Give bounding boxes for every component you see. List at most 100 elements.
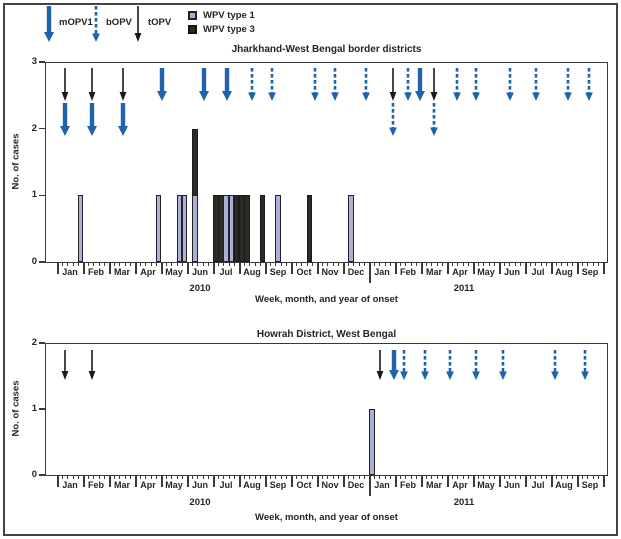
week-tick bbox=[488, 475, 490, 479]
week-tick bbox=[270, 475, 272, 479]
bopv-arrow-icon bbox=[532, 68, 540, 101]
month-divider-tick bbox=[421, 475, 423, 487]
week-tick bbox=[72, 475, 74, 479]
week-tick bbox=[270, 262, 272, 266]
week-tick bbox=[98, 475, 100, 479]
week-tick bbox=[197, 262, 199, 266]
y-axis-tick bbox=[39, 342, 45, 344]
week-tick bbox=[280, 262, 282, 266]
topv-arrow-icon bbox=[376, 350, 384, 380]
y-axis-tick-label: 0 bbox=[31, 256, 37, 267]
panel1-x-axis-title: Week, month, and year of onset bbox=[255, 294, 398, 305]
week-tick bbox=[93, 262, 95, 266]
week-tick bbox=[98, 262, 100, 266]
week-tick bbox=[431, 262, 433, 266]
week-tick bbox=[519, 475, 521, 479]
bopv-arrow-icon bbox=[404, 68, 412, 101]
y-axis-tick bbox=[39, 194, 45, 197]
week-tick bbox=[301, 262, 303, 266]
month-tick-label: Feb bbox=[399, 479, 416, 490]
mopv1-arrow-icon bbox=[60, 103, 70, 136]
week-tick bbox=[519, 262, 521, 266]
week-tick bbox=[509, 262, 511, 266]
week-tick bbox=[545, 475, 547, 479]
month-divider-tick bbox=[395, 475, 397, 487]
week-tick bbox=[514, 475, 516, 479]
panel1-plot-area bbox=[45, 62, 608, 263]
mopv1-arrow-icon bbox=[157, 68, 167, 101]
week-tick bbox=[77, 475, 79, 479]
week-tick bbox=[493, 475, 495, 479]
week-tick bbox=[405, 475, 407, 479]
month-divider-tick bbox=[291, 262, 293, 274]
week-tick bbox=[254, 475, 256, 479]
month-divider-tick bbox=[213, 475, 215, 487]
topv-campaign-arrow bbox=[427, 68, 441, 101]
month-tick-label: Apr bbox=[140, 266, 156, 277]
week-tick bbox=[363, 262, 365, 266]
week-tick bbox=[337, 475, 339, 479]
week-tick bbox=[218, 262, 220, 266]
week-tick bbox=[176, 262, 178, 266]
bopv-campaign-arrow bbox=[496, 350, 510, 380]
month-tick-label: Mar bbox=[425, 266, 442, 277]
week-tick bbox=[556, 262, 558, 266]
month-divider-tick bbox=[343, 262, 345, 274]
week-tick bbox=[561, 475, 563, 479]
week-tick bbox=[467, 262, 469, 266]
week-tick bbox=[374, 262, 376, 266]
month-tick-label: Jun bbox=[503, 266, 520, 277]
week-tick bbox=[457, 262, 459, 266]
month-divider-tick bbox=[577, 262, 579, 274]
mopv1-arrow-icon bbox=[415, 68, 425, 101]
week-tick bbox=[363, 475, 365, 479]
week-tick bbox=[457, 475, 459, 479]
month-divider-tick bbox=[551, 475, 553, 487]
bopv-arrow-icon bbox=[389, 103, 397, 136]
week-tick bbox=[535, 475, 537, 479]
mopv1-arrow-icon bbox=[42, 6, 56, 47]
month-divider-tick bbox=[577, 475, 579, 487]
week-tick bbox=[259, 262, 261, 266]
month-tick-label: Jun bbox=[503, 479, 520, 490]
month-divider-tick bbox=[421, 262, 423, 274]
y-axis-tick bbox=[39, 261, 45, 263]
bopv-arrow-icon bbox=[430, 103, 438, 136]
month-divider-tick bbox=[83, 475, 85, 487]
month-tick-label: Aug bbox=[243, 479, 261, 490]
week-tick bbox=[566, 475, 568, 479]
month-divider-tick bbox=[499, 475, 501, 487]
week-tick bbox=[166, 475, 168, 479]
bopv-campaign-arrow bbox=[561, 68, 575, 101]
week-tick bbox=[244, 262, 246, 266]
bopv-arrow-icon bbox=[506, 68, 514, 101]
week-tick bbox=[67, 475, 69, 479]
week-tick bbox=[327, 475, 329, 479]
topv-campaign-arrow bbox=[116, 68, 130, 101]
week-tick bbox=[462, 262, 464, 266]
week-tick bbox=[358, 475, 360, 479]
week-tick bbox=[176, 475, 178, 479]
month-divider-tick bbox=[499, 262, 501, 274]
week-tick bbox=[389, 262, 391, 266]
month-divider-tick bbox=[317, 262, 319, 274]
month-tick-label: Apr bbox=[452, 266, 468, 277]
month-divider-tick bbox=[265, 475, 267, 487]
week-tick bbox=[145, 262, 147, 266]
month-tick-label: Aug bbox=[243, 266, 261, 277]
wpv1-case-bar bbox=[192, 195, 198, 262]
month-divider-tick bbox=[161, 475, 163, 487]
panel2-plot-area bbox=[45, 343, 608, 476]
month-divider-tick bbox=[83, 262, 85, 274]
wpv1-case-bar bbox=[77, 195, 84, 262]
topv-arrow-icon bbox=[134, 6, 142, 42]
week-tick bbox=[197, 475, 199, 479]
topv-campaign-arrow bbox=[85, 68, 99, 101]
wpv3-case-bar bbox=[218, 195, 224, 262]
month-divider-tick bbox=[187, 475, 189, 487]
wpv1-case-bar bbox=[155, 195, 162, 262]
month-divider-tick bbox=[395, 262, 397, 274]
week-tick bbox=[171, 262, 173, 266]
week-tick bbox=[415, 262, 417, 266]
wpv1-case-bar bbox=[181, 195, 188, 262]
